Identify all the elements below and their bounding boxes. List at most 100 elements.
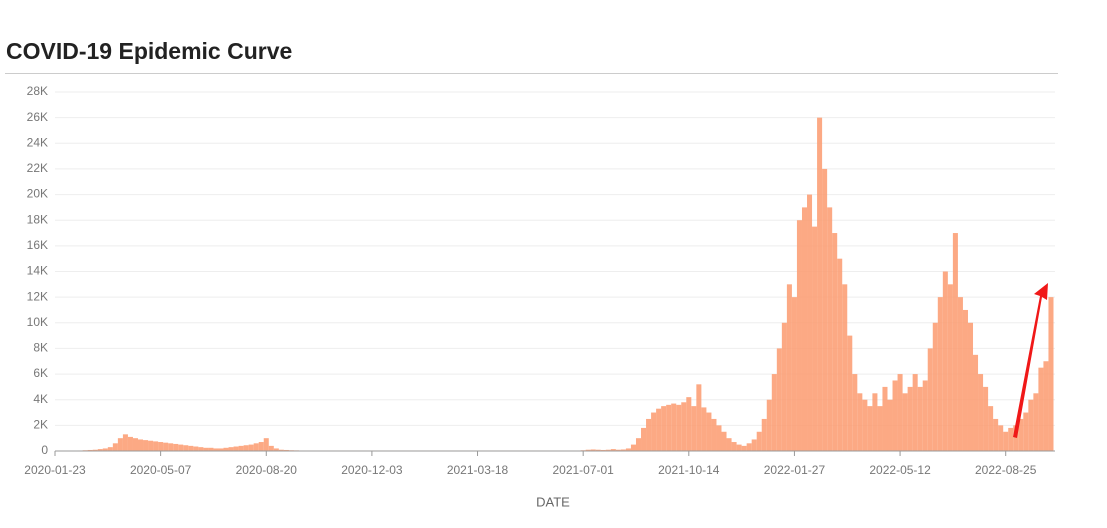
bar bbox=[983, 387, 988, 451]
y-tick-label: 12K bbox=[27, 289, 48, 303]
bar bbox=[244, 445, 249, 451]
bar bbox=[933, 323, 938, 451]
y-tick-label: 2K bbox=[33, 418, 48, 432]
bar bbox=[188, 446, 193, 451]
bar bbox=[168, 443, 173, 451]
bar bbox=[721, 432, 726, 451]
bar bbox=[666, 405, 671, 451]
bar bbox=[963, 310, 968, 451]
bar bbox=[913, 374, 918, 451]
bar bbox=[832, 233, 837, 451]
bar bbox=[893, 380, 898, 451]
bar bbox=[128, 437, 133, 451]
bar bbox=[792, 297, 797, 451]
bar bbox=[193, 447, 198, 451]
bar bbox=[646, 419, 651, 451]
bar bbox=[727, 438, 732, 451]
y-tick-label: 24K bbox=[27, 135, 48, 149]
bar bbox=[143, 440, 148, 451]
bar bbox=[133, 438, 138, 451]
bar bbox=[113, 443, 118, 451]
bar bbox=[671, 404, 676, 451]
bar bbox=[234, 447, 239, 451]
bar bbox=[747, 443, 752, 451]
bar bbox=[259, 442, 264, 451]
bar bbox=[711, 419, 716, 451]
chart-title: COVID-19 Epidemic Curve bbox=[6, 38, 292, 64]
bar bbox=[998, 425, 1003, 451]
bar bbox=[742, 446, 747, 451]
bar bbox=[953, 233, 958, 451]
plot-area: 02K4K6K8K10K12K14K16K18K20K22K24K26K28K2… bbox=[24, 84, 1055, 477]
y-tick-label: 4K bbox=[33, 392, 48, 406]
x-tick-label: 2020-01-23 bbox=[24, 463, 86, 477]
x-tick-label: 2021-07-01 bbox=[552, 463, 614, 477]
bar bbox=[943, 272, 948, 452]
bar bbox=[701, 407, 706, 451]
bar bbox=[138, 439, 143, 451]
bar bbox=[842, 284, 847, 451]
bar bbox=[862, 400, 867, 451]
bar bbox=[938, 297, 943, 451]
bar bbox=[691, 406, 696, 451]
bar bbox=[732, 442, 737, 451]
bar bbox=[651, 413, 656, 451]
bar bbox=[807, 195, 812, 451]
x-tick-label: 2020-05-07 bbox=[130, 463, 192, 477]
bar bbox=[903, 393, 908, 451]
x-tick-label: 2022-01-27 bbox=[764, 463, 826, 477]
bar bbox=[153, 441, 158, 451]
bar bbox=[656, 409, 661, 451]
bar bbox=[762, 419, 767, 451]
bar bbox=[898, 374, 903, 451]
bar bbox=[978, 374, 983, 451]
bar bbox=[867, 406, 872, 451]
bar bbox=[872, 393, 877, 451]
x-tick-label: 2020-12-03 bbox=[341, 463, 403, 477]
bar bbox=[1008, 428, 1013, 451]
bar bbox=[757, 432, 762, 451]
bar bbox=[777, 348, 782, 451]
bar bbox=[882, 387, 887, 451]
bar bbox=[968, 323, 973, 451]
bar bbox=[988, 406, 993, 451]
bar bbox=[928, 348, 933, 451]
bar bbox=[1048, 297, 1053, 451]
bar bbox=[958, 297, 963, 451]
bar bbox=[676, 405, 681, 451]
bar bbox=[817, 118, 822, 451]
bar bbox=[1033, 393, 1038, 451]
x-tick-label: 2021-03-18 bbox=[447, 463, 509, 477]
x-axis-label: DATE bbox=[536, 494, 570, 509]
bar bbox=[686, 397, 691, 451]
bar bbox=[802, 207, 807, 451]
y-tick-label: 28K bbox=[27, 84, 48, 98]
bar bbox=[752, 439, 757, 451]
x-tick-label: 2020-08-20 bbox=[236, 463, 298, 477]
bar bbox=[812, 227, 817, 451]
bar bbox=[198, 447, 203, 451]
y-tick-label: 10K bbox=[27, 315, 48, 329]
bar bbox=[827, 207, 832, 451]
bar bbox=[887, 400, 892, 451]
bar bbox=[787, 284, 792, 451]
bar bbox=[706, 413, 711, 451]
bar bbox=[173, 444, 178, 451]
bar bbox=[696, 384, 701, 451]
y-tick-label: 26K bbox=[27, 110, 48, 124]
bar bbox=[269, 446, 274, 451]
bar bbox=[837, 259, 842, 451]
bar bbox=[852, 374, 857, 451]
bar bbox=[993, 419, 998, 451]
bar bbox=[183, 445, 188, 451]
bar bbox=[661, 406, 666, 451]
bar bbox=[148, 441, 153, 451]
bar bbox=[1043, 361, 1048, 451]
bar bbox=[923, 380, 928, 451]
bar bbox=[918, 387, 923, 451]
bar bbox=[857, 393, 862, 451]
bar bbox=[1038, 368, 1043, 451]
bar bbox=[108, 447, 113, 451]
bar bbox=[908, 387, 913, 451]
y-tick-label: 8K bbox=[33, 341, 48, 355]
